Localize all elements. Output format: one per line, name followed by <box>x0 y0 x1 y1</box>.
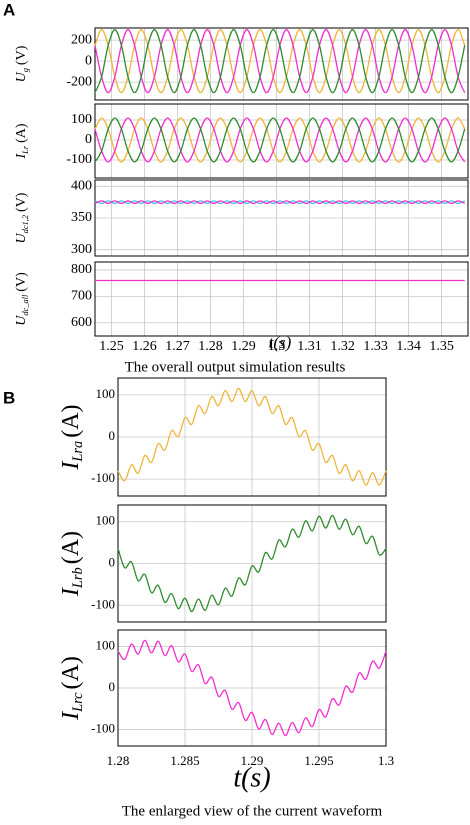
label-unit: (V) <box>14 192 29 212</box>
y-tick-label: 300 <box>71 242 92 257</box>
y-tick-label: 0 <box>85 132 92 147</box>
y-axis-label: ILrb (A) <box>58 531 87 597</box>
x-axis-label: t(s) <box>233 762 270 793</box>
y-axis-label: Ug (V) <box>14 45 30 82</box>
label-unit: (A) <box>58 404 84 437</box>
y-axis-label: Udc_all (V) <box>14 272 30 326</box>
y-tick-label: 100 <box>96 638 116 653</box>
plot: -100 0 100 ILr (A) <box>14 103 469 179</box>
label-main: I <box>58 711 84 721</box>
panel-label: B <box>3 388 15 407</box>
label-sub: dc_all <box>21 294 30 316</box>
label-main: I <box>58 461 84 471</box>
y-tick-label: 0 <box>85 53 92 68</box>
plot-frame <box>117 377 387 497</box>
y-tick-label: -100 <box>91 720 115 735</box>
y-tick-label: 0 <box>109 554 116 569</box>
series-line <box>117 514 387 613</box>
x-tick-label: 1.3 <box>378 753 394 768</box>
y-tick-label: 100 <box>96 513 116 528</box>
y-tick-label: 0 <box>109 428 116 443</box>
x-tick-label: 1.32 <box>330 339 355 354</box>
label-unit: (A) <box>14 123 29 143</box>
plot-frame <box>94 261 469 337</box>
label-sub: dc1,2 <box>21 215 30 233</box>
label-unit: (A) <box>58 531 84 564</box>
y-tick-label: -100 <box>66 152 92 167</box>
plot-frame <box>94 179 469 257</box>
y-axis-label: Udc1,2 (V) <box>14 192 30 243</box>
plot-frame <box>94 27 469 101</box>
label-main: U <box>14 315 29 326</box>
label-main: I <box>58 587 84 597</box>
label-main: I <box>14 153 29 160</box>
y-tick-label: 350 <box>71 210 92 225</box>
x-tick-label: 1.35 <box>429 339 454 354</box>
series-line <box>94 28 466 94</box>
x-tick-label: 1.31 <box>297 339 322 354</box>
x-axis-label: t(s) <box>269 333 292 352</box>
x-tick-label: 1.3 <box>268 339 286 354</box>
y-axis-label: ILr (A) <box>14 123 30 159</box>
label-unit: (A) <box>58 656 84 689</box>
x-tick-label: 1.33 <box>363 339 388 354</box>
plot: -100 0 100 ILra (A) <box>58 377 387 497</box>
y-tick-label: -100 <box>91 596 115 611</box>
y-tick-label: 100 <box>71 112 92 127</box>
x-tick-label: 1.285 <box>170 753 199 768</box>
plot: 1.28 1.285 1.29 1.295 1.3 -100 0 100 ILrc (A) t(s) <box>58 629 394 793</box>
plot-frame <box>117 504 387 623</box>
y-tick-label: 800 <box>71 262 92 277</box>
plot: 1.25 1.26 1.27 1.28 1.29 1.3 1.31 1.32 1.33 1.34 1… <box>14 261 469 354</box>
y-tick-label: 200 <box>71 32 92 47</box>
label-main: U <box>14 71 29 82</box>
label-unit: (V) <box>14 272 29 292</box>
y-tick-label: 400 <box>71 179 92 194</box>
plot: 300 350 400 Udc1,2 (V) <box>14 179 469 257</box>
plot: -100 0 100 ILrb (A) <box>58 504 387 623</box>
plot-frame <box>117 629 387 747</box>
label-unit: (V) <box>14 45 29 65</box>
caption: The enlarged view of the current wavefor… <box>122 803 383 819</box>
series-line <box>94 200 465 205</box>
y-axis-label: ILra (A) <box>58 404 87 470</box>
x-tick-label: 1.34 <box>396 339 421 354</box>
label-main: U <box>14 232 29 243</box>
x-tick-label: 1.28 <box>198 339 223 354</box>
label-sub: Lrb <box>70 567 86 589</box>
x-tick-label: 1.29 <box>231 339 256 354</box>
label-sub: Lra <box>70 441 86 463</box>
y-tick-label: -200 <box>66 74 92 89</box>
caption: The overall output simulation results <box>125 359 346 375</box>
series-line <box>117 639 387 737</box>
y-tick-label: 0 <box>109 679 116 694</box>
series-line <box>94 117 466 163</box>
x-tick-label: 1.26 <box>132 339 157 354</box>
panel-label: A <box>3 0 15 19</box>
x-tick-label: 1.25 <box>99 339 124 354</box>
x-tick-label: 1.295 <box>304 753 333 768</box>
x-tick-label: 1.29 <box>241 753 264 768</box>
series-line <box>117 387 387 486</box>
y-tick-label: 600 <box>71 315 92 330</box>
y-tick-label: 700 <box>71 289 92 304</box>
x-tick-label: 1.27 <box>165 339 190 354</box>
y-tick-label: -100 <box>91 470 115 485</box>
label-sub: Lr <box>21 145 30 155</box>
series-line <box>94 200 465 205</box>
series-line <box>94 28 466 94</box>
series-line <box>94 117 466 163</box>
label-sub: g <box>21 68 30 72</box>
label-sub: Lrc <box>70 692 86 713</box>
plot: -200 0 200 Ug (V) <box>14 27 469 101</box>
plot-frame <box>94 103 469 179</box>
y-axis-label: ILrc (A) <box>58 656 87 721</box>
x-tick-label: 1.28 <box>107 753 130 768</box>
y-tick-label: 100 <box>96 386 116 401</box>
